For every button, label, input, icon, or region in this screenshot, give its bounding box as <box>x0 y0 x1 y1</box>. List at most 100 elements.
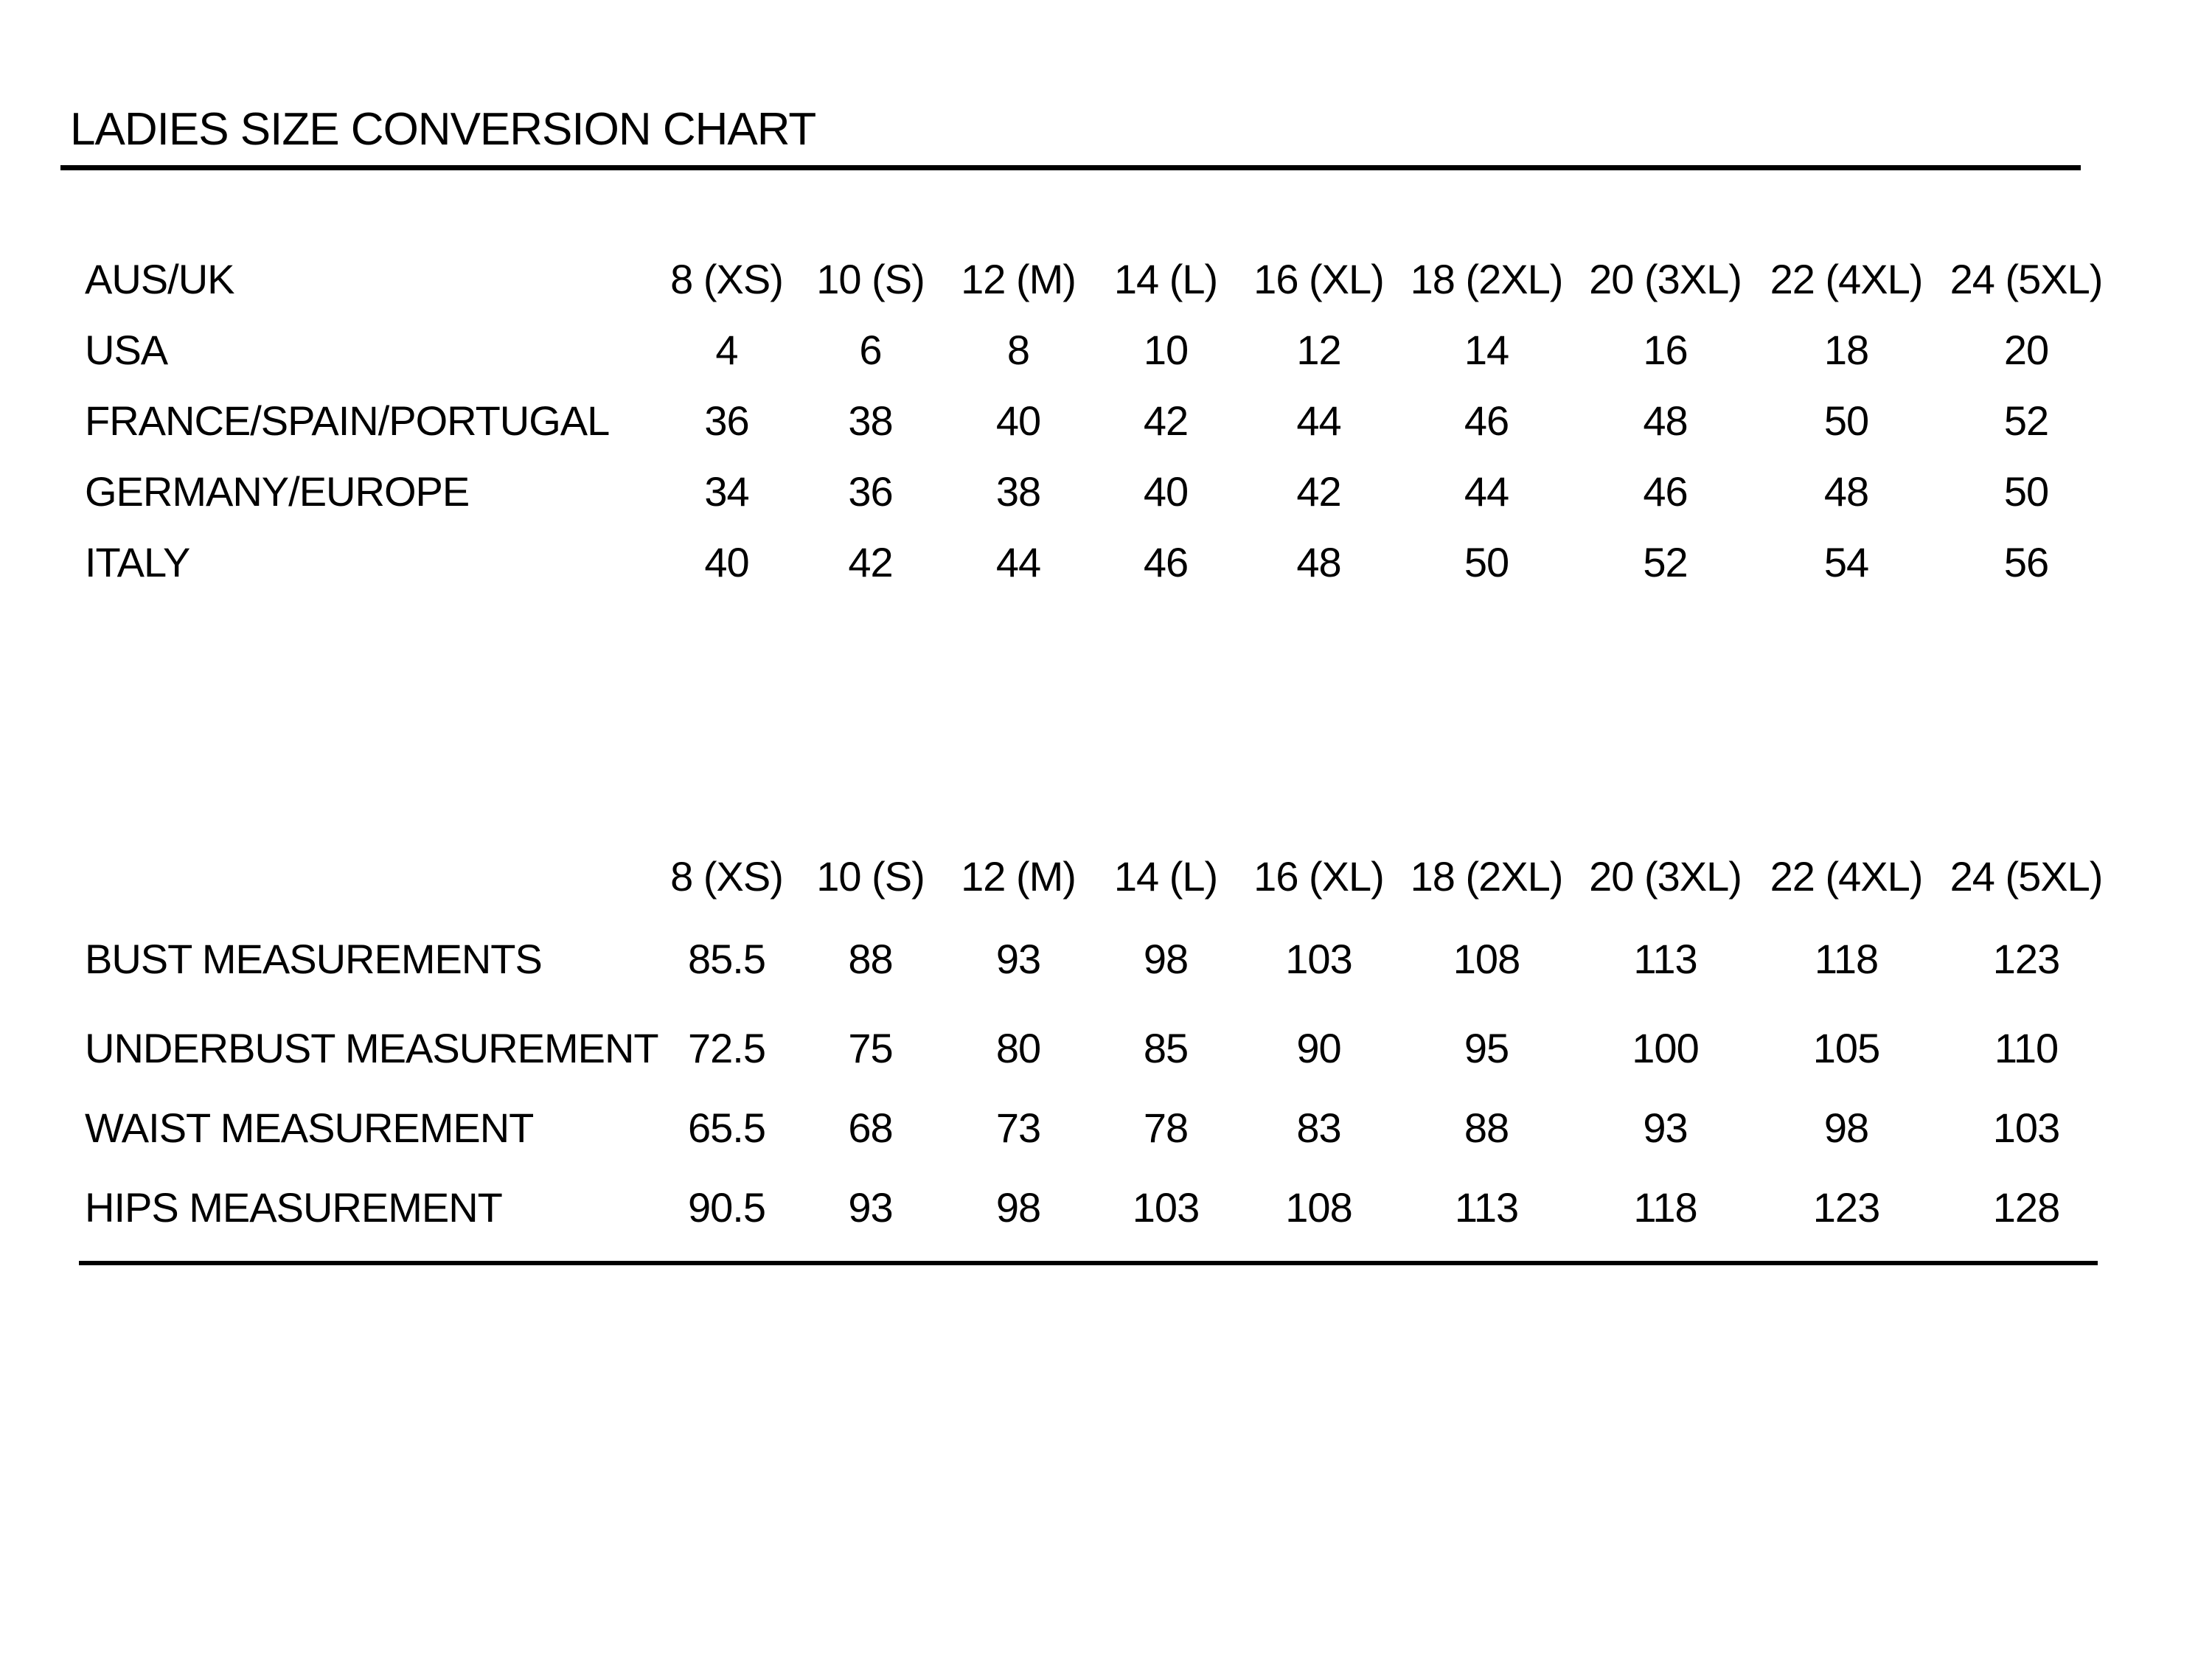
measurement-cell: 123 <box>1992 935 2060 982</box>
size-cell: 46 <box>1143 538 1189 585</box>
size-cell: 46 <box>1643 467 1688 515</box>
measurement-cell: 98 <box>1143 935 1189 982</box>
size-cell: 48 <box>1823 467 1869 515</box>
measurement-cell: 22 (4XL) <box>1770 852 1924 900</box>
size-cell: 16 (XL) <box>1253 255 1385 302</box>
measurement-row: WAIST MEASUREMENT 65.5 68 73 78 83 88 93 98 103 <box>85 1090 2116 1165</box>
size-cell: 36 <box>848 467 893 515</box>
size-cell: 42 <box>848 538 893 585</box>
measurement-row-label: HIPS MEASUREMENT <box>85 1183 503 1231</box>
measurement-cell: 80 <box>995 1024 1041 1071</box>
size-cell: 38 <box>995 467 1041 515</box>
measurement-cell: 128 <box>1992 1183 2060 1231</box>
measurement-row-label: WAIST MEASUREMENT <box>85 1104 534 1151</box>
measurement-cell: 113 <box>1633 935 1697 982</box>
size-cell: 36 <box>704 397 749 444</box>
size-row: ITALY 40 42 44 46 48 50 52 54 56 <box>85 526 2116 597</box>
measurement-cell: 10 (S) <box>816 852 925 900</box>
size-cell: 10 <box>1143 326 1189 373</box>
measurement-row: BUST MEASUREMENTS 85.5 88 93 98 103 108 113 118 1… <box>85 911 2116 1006</box>
measurement-cell: 100 <box>1632 1024 1699 1071</box>
size-cell: 42 <box>1296 467 1341 515</box>
measurement-cell: 83 <box>1296 1104 1341 1151</box>
size-cell: 52 <box>2003 397 2049 444</box>
measurement-row-label: BUST MEASUREMENTS <box>85 935 543 982</box>
size-row: FRANCE/SPAIN/PORTUGAL 36 38 40 42 44 46 48 50 52 <box>85 385 2116 456</box>
measurement-cell: 68 <box>848 1104 893 1151</box>
measurement-cell: 8 (XS) <box>670 852 784 900</box>
measurement-cell: 75 <box>848 1024 893 1071</box>
size-cell: 22 (4XL) <box>1770 255 1924 302</box>
size-cell: 44 <box>995 538 1041 585</box>
measurement-cell: 95 <box>1464 1024 1509 1071</box>
size-cell: 14 (L) <box>1113 255 1218 302</box>
measurement-cell: 65.5 <box>688 1104 766 1151</box>
measurement-cell: 12 (M) <box>961 852 1077 900</box>
measurement-cell: 88 <box>848 935 893 982</box>
measurement-cell: 103 <box>1992 1104 2060 1151</box>
size-row-label: FRANCE/SPAIN/PORTUGAL <box>85 397 610 444</box>
size-cell: 18 <box>1823 326 1869 373</box>
size-cell: 52 <box>1643 538 1688 585</box>
measurement-row: 8 (XS) 10 (S) 12 (M) 14 (L) 16 (XL) 18 (2XL) 2… <box>85 841 2116 911</box>
size-cell: 38 <box>848 397 893 444</box>
size-cell: 44 <box>1296 397 1341 444</box>
measurement-cell: 108 <box>1285 1183 1352 1231</box>
size-cell: 50 <box>1464 538 1509 585</box>
measurement-row: UNDERBUST MEASUREMENT 72.5 75 80 85 90 95 100 10… <box>85 1006 2116 1090</box>
size-cell: 20 (3XL) <box>1589 255 1742 302</box>
measurement-row: HIPS MEASUREMENT 90.5 93 98 103 108 113 118 123 1… <box>85 1165 2116 1249</box>
measurement-cell: 90.5 <box>688 1183 766 1231</box>
size-cell: 8 (XS) <box>670 255 784 302</box>
size-cell: 48 <box>1296 538 1341 585</box>
measurement-cell: 78 <box>1143 1104 1189 1151</box>
size-row-label: ITALY <box>85 538 190 585</box>
measurement-cell: 105 <box>1812 1024 1880 1071</box>
measurement-cell: 16 (XL) <box>1253 852 1385 900</box>
page-title: LADIES SIZE CONVERSION CHART <box>70 104 816 155</box>
size-cell: 14 <box>1464 326 1509 373</box>
measurement-cell: 103 <box>1132 1183 1200 1231</box>
bottom-rule <box>79 1261 2098 1265</box>
size-conversion-table-body: AUS/UK 8 (XS) 10 (S) 12 (M) 14 (L) 16 (XL) 18 … <box>85 243 2116 597</box>
measurement-cell: 98 <box>995 1183 1041 1231</box>
measurement-row-label <box>85 841 656 911</box>
size-cell: 54 <box>1823 538 1869 585</box>
measurement-cell: 123 <box>1812 1183 1880 1231</box>
measurement-cell: 72.5 <box>688 1024 766 1071</box>
measurement-cell: 24 (5XL) <box>1950 852 2104 900</box>
measurement-cell: 118 <box>1814 935 1879 982</box>
size-row-label: USA <box>85 326 168 373</box>
size-row: USA 4 6 8 10 12 14 16 18 20 <box>85 314 2116 385</box>
size-cell: 44 <box>1464 467 1509 515</box>
size-cell: 34 <box>704 467 749 515</box>
measurement-cell: 108 <box>1453 935 1520 982</box>
size-cell: 20 <box>2003 326 2049 373</box>
size-cell: 40 <box>995 397 1041 444</box>
size-cell: 40 <box>1143 467 1189 515</box>
size-cell: 12 <box>1296 326 1341 373</box>
measurement-cell: 90 <box>1296 1024 1341 1071</box>
size-cell: 40 <box>704 538 749 585</box>
measurement-cell: 88 <box>1464 1104 1509 1151</box>
size-cell: 18 (2XL) <box>1410 255 1564 302</box>
measurement-cell: 93 <box>848 1183 893 1231</box>
measurement-cell: 20 (3XL) <box>1589 852 1742 900</box>
size-cell: 42 <box>1143 397 1189 444</box>
size-cell: 56 <box>2003 538 2049 585</box>
size-cell: 46 <box>1464 397 1509 444</box>
measurement-row-label: UNDERBUST MEASUREMENT <box>85 1024 659 1071</box>
size-row-label: AUS/UK <box>85 255 235 302</box>
size-cell: 12 (M) <box>961 255 1077 302</box>
body-measurement-table-body: 8 (XS) 10 (S) 12 (M) 14 (L) 16 (XL) 18 (2XL) 2… <box>85 841 2116 1249</box>
body-measurement-table: 8 (XS) 10 (S) 12 (M) 14 (L) 16 (XL) 18 (2XL) 2… <box>85 841 2116 1249</box>
measurement-cell: 110 <box>1994 1024 2059 1071</box>
measurement-cell: 18 (2XL) <box>1410 852 1564 900</box>
size-cell: 24 (5XL) <box>1950 255 2104 302</box>
size-conversion-table: AUS/UK 8 (XS) 10 (S) 12 (M) 14 (L) 16 (XL) 18 … <box>85 243 2116 597</box>
title-underline-rule <box>60 165 2081 170</box>
size-cell: 4 <box>715 326 738 373</box>
size-cell: 8 <box>1006 326 1030 373</box>
measurement-cell: 113 <box>1454 1183 1519 1231</box>
